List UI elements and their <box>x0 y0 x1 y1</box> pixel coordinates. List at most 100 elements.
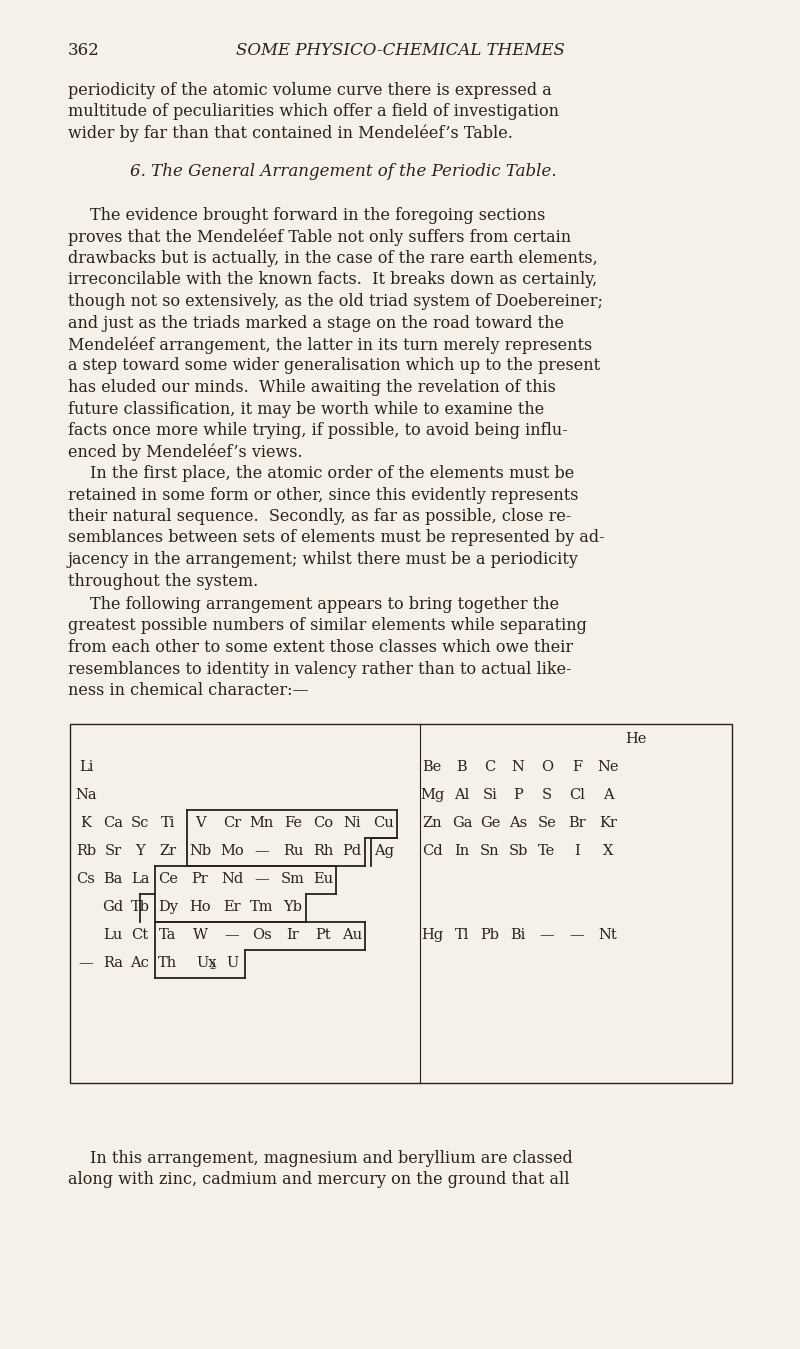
Text: Mendeléef arrangement, the latter in its turn merely represents: Mendeléef arrangement, the latter in its… <box>68 336 592 353</box>
Text: Hg: Hg <box>421 928 443 942</box>
Text: a step toward some wider generalisation which up to the present: a step toward some wider generalisation … <box>68 357 600 375</box>
Text: Ir: Ir <box>286 928 299 942</box>
Text: Ca: Ca <box>103 816 123 830</box>
Text: Cu: Cu <box>374 816 394 830</box>
Text: 6. The General Arrangement of the Periodic Table.: 6. The General Arrangement of the Period… <box>130 163 557 179</box>
Text: Ux: Ux <box>196 956 217 970</box>
Text: Be: Be <box>422 759 442 774</box>
Text: Ra: Ra <box>103 956 123 970</box>
Text: U: U <box>226 956 238 970</box>
Text: He: He <box>626 733 646 746</box>
Text: Nb: Nb <box>189 844 211 858</box>
Text: P: P <box>513 788 523 803</box>
Text: W: W <box>193 928 207 942</box>
Text: Co: Co <box>313 816 333 830</box>
Text: —: — <box>570 928 584 942</box>
Text: Cd: Cd <box>422 844 442 858</box>
Text: Rb: Rb <box>76 844 96 858</box>
Text: greatest possible numbers of similar elements while separating: greatest possible numbers of similar ele… <box>68 618 587 634</box>
Text: Eu: Eu <box>313 871 333 886</box>
Text: Bi: Bi <box>510 928 526 942</box>
Text: future classification, it may be worth while to examine the: future classification, it may be worth w… <box>68 401 544 417</box>
Text: V: V <box>194 816 206 830</box>
Text: In this arrangement, magnesium and beryllium are classed: In this arrangement, magnesium and beryl… <box>90 1149 573 1167</box>
Text: Th: Th <box>158 956 178 970</box>
Text: from each other to some extent those classes which owe their: from each other to some extent those cla… <box>68 639 573 656</box>
Text: —: — <box>78 956 94 970</box>
Text: Ag: Ag <box>374 844 394 858</box>
Text: —: — <box>540 928 554 942</box>
Text: Nd: Nd <box>221 871 243 886</box>
Text: Sr: Sr <box>105 844 122 858</box>
Text: Ho: Ho <box>189 900 211 915</box>
Text: Sc: Sc <box>131 816 149 830</box>
Text: Ct: Ct <box>131 928 149 942</box>
Text: Cl: Cl <box>569 788 585 803</box>
Text: O: O <box>541 759 553 774</box>
Text: Ru: Ru <box>283 844 303 858</box>
Text: K: K <box>81 816 91 830</box>
Text: Er: Er <box>223 900 241 915</box>
Text: enced by Mendeléef’s views.: enced by Mendeléef’s views. <box>68 444 302 461</box>
Text: Ac: Ac <box>130 956 150 970</box>
Text: Nt: Nt <box>598 928 618 942</box>
Text: Se: Se <box>538 816 556 830</box>
Text: La: La <box>130 871 150 886</box>
Text: along with zinc, cadmium and mercury on the ground that all: along with zinc, cadmium and mercury on … <box>68 1171 570 1188</box>
Text: The following arrangement appears to bring together the: The following arrangement appears to bri… <box>90 596 559 612</box>
Text: has eluded our minds.  While awaiting the revelation of this: has eluded our minds. While awaiting the… <box>68 379 556 397</box>
Text: Ti: Ti <box>161 816 175 830</box>
Text: Ni: Ni <box>343 816 361 830</box>
Text: S: S <box>542 788 552 803</box>
Text: wider by far than that contained in Mendeléef’s Table.: wider by far than that contained in Mend… <box>68 125 513 143</box>
Text: As: As <box>509 816 527 830</box>
Text: Rh: Rh <box>313 844 333 858</box>
Text: irreconcilable with the known facts.  It breaks down as certainly,: irreconcilable with the known facts. It … <box>68 271 598 289</box>
Text: and just as the triads marked a stage on the road toward the: and just as the triads marked a stage on… <box>68 314 564 332</box>
Text: Ta: Ta <box>159 928 177 942</box>
Text: Cs: Cs <box>77 871 95 886</box>
Text: Zr: Zr <box>159 844 177 858</box>
Text: jacency in the arrangement; whilst there must be a periodicity: jacency in the arrangement; whilst there… <box>68 550 579 568</box>
Text: Ce: Ce <box>158 871 178 886</box>
Text: Tb: Tb <box>130 900 150 915</box>
Text: Pd: Pd <box>342 844 362 858</box>
Text: Pb: Pb <box>481 928 499 942</box>
Text: drawbacks but is actually, in the case of the rare earth elements,: drawbacks but is actually, in the case o… <box>68 250 598 267</box>
Text: Sb: Sb <box>508 844 528 858</box>
Text: Dy: Dy <box>158 900 178 915</box>
Text: their natural sequence.  Secondly, as far as possible, close re-: their natural sequence. Secondly, as far… <box>68 509 571 525</box>
Text: Br: Br <box>568 816 586 830</box>
Text: Fe: Fe <box>284 816 302 830</box>
Text: Ba: Ba <box>103 871 122 886</box>
Text: Sm: Sm <box>281 871 305 886</box>
Text: Si: Si <box>482 788 498 803</box>
Text: semblances between sets of elements must be represented by ad-: semblances between sets of elements must… <box>68 530 605 546</box>
Text: throughout the system.: throughout the system. <box>68 572 258 590</box>
Text: though not so extensively, as the old triad system of Doebereiner;: though not so extensively, as the old tr… <box>68 293 603 310</box>
Text: C: C <box>484 759 496 774</box>
Text: Mg: Mg <box>420 788 444 803</box>
Text: In the first place, the atomic order of the elements must be: In the first place, the atomic order of … <box>90 465 574 482</box>
Bar <box>70 724 732 1083</box>
Text: Yb: Yb <box>283 900 302 915</box>
Text: Pt: Pt <box>315 928 331 942</box>
Text: Pr: Pr <box>192 871 208 886</box>
Text: 2: 2 <box>209 962 215 971</box>
Text: periodicity of the atomic volume curve there is expressed a: periodicity of the atomic volume curve t… <box>68 82 552 98</box>
Text: —: — <box>254 844 270 858</box>
Text: Gd: Gd <box>102 900 123 915</box>
Text: 362: 362 <box>68 42 100 59</box>
Text: Al: Al <box>454 788 470 803</box>
Text: Cr: Cr <box>223 816 241 830</box>
Text: Kr: Kr <box>599 816 617 830</box>
Text: —: — <box>225 928 239 942</box>
Text: Te: Te <box>538 844 556 858</box>
Text: N: N <box>511 759 525 774</box>
Text: The evidence brought forward in the foregoing sections: The evidence brought forward in the fore… <box>90 206 546 224</box>
Text: Au: Au <box>342 928 362 942</box>
Text: —: — <box>254 871 270 886</box>
Text: Zn: Zn <box>422 816 442 830</box>
Text: Ga: Ga <box>452 816 472 830</box>
Text: Lu: Lu <box>103 928 122 942</box>
